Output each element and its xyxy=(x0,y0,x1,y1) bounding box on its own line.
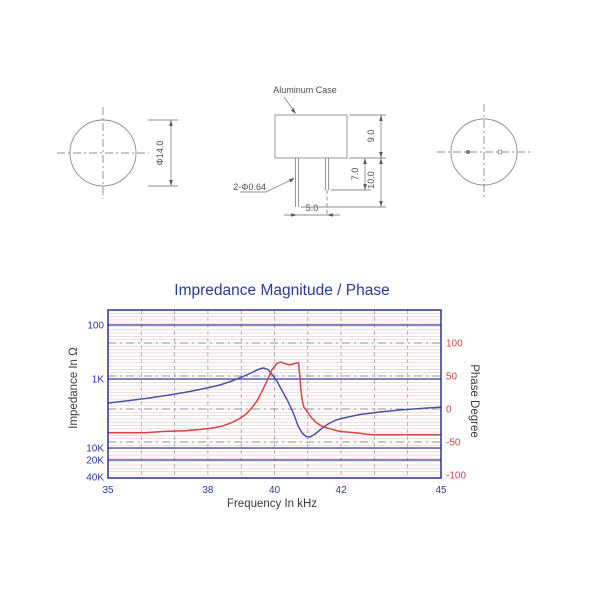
x-tick-label: 38 xyxy=(202,485,214,496)
y-left-tick-label: 100 xyxy=(87,321,104,332)
pin-mark-right xyxy=(497,149,503,155)
side-view: Aluminum Case 2-Φ0.64 5.0 xyxy=(233,85,386,217)
y-right-tick-label: 0 xyxy=(446,405,452,416)
dimension-pin-long: 10.0 xyxy=(366,158,383,207)
y-right-tick-label: 100 xyxy=(446,339,463,350)
case-height-label: 9.0 xyxy=(366,130,376,143)
pin-long-label: 10.0 xyxy=(366,171,376,189)
y-right-tick-label: -50 xyxy=(446,438,461,449)
pin-right xyxy=(325,158,329,214)
callout-pin-diameter: 2-Φ0.64 xyxy=(233,178,295,193)
x-tick-label: 45 xyxy=(435,485,447,496)
case-body-outline xyxy=(274,114,348,159)
pin-spacing-label: 5.0 xyxy=(306,203,319,213)
y-left-tick-label: 1K xyxy=(92,375,105,386)
y-right-tick-label: 50 xyxy=(446,372,458,383)
pin-diameter-label: 2-Φ0.64 xyxy=(233,182,266,192)
x-axis-title: Frequency In kHz xyxy=(227,498,317,510)
y-left-tick-label: 10K xyxy=(86,444,104,455)
y-left-tick-label: 20K xyxy=(86,456,104,467)
x-tick-label: 35 xyxy=(102,485,114,496)
dimension-pin-spacing: 5.0 xyxy=(284,203,340,217)
extension-lines xyxy=(301,114,386,208)
dimension-diameter: Φ14.0 xyxy=(148,119,178,187)
y-axis-left-title: Impedance In Ω xyxy=(68,347,80,429)
dimension-case-height: 9.0 xyxy=(366,115,383,158)
diameter-label: Φ14.0 xyxy=(155,141,165,166)
y-axis-right-title: Phase Degree xyxy=(468,364,480,438)
phase-curve xyxy=(107,361,442,436)
impedance-chart: Impredance Magnitude / Phase 100 1K 10K20K… xyxy=(68,282,480,510)
pin-short-label: 7.0 xyxy=(350,168,360,181)
x-tick-label: 40 xyxy=(269,485,281,496)
impedance-curve xyxy=(107,367,442,438)
dimension-pin-short: 7.0 xyxy=(350,158,367,190)
bottom-view xyxy=(437,104,531,200)
front-view: Φ14.0 xyxy=(57,107,178,199)
plot-frame xyxy=(107,309,442,479)
pin-mark-left xyxy=(466,150,470,154)
y-right-tick-label: -100 xyxy=(446,471,466,482)
chart-title: Impredance Magnitude / Phase xyxy=(174,282,389,299)
pin-left xyxy=(295,158,299,207)
callout-aluminum-case: Aluminum Case xyxy=(273,85,337,114)
aluminum-case-label: Aluminum Case xyxy=(273,85,337,95)
y-left-tick-label: 40K xyxy=(86,473,104,484)
x-tick-label: 42 xyxy=(336,485,348,496)
